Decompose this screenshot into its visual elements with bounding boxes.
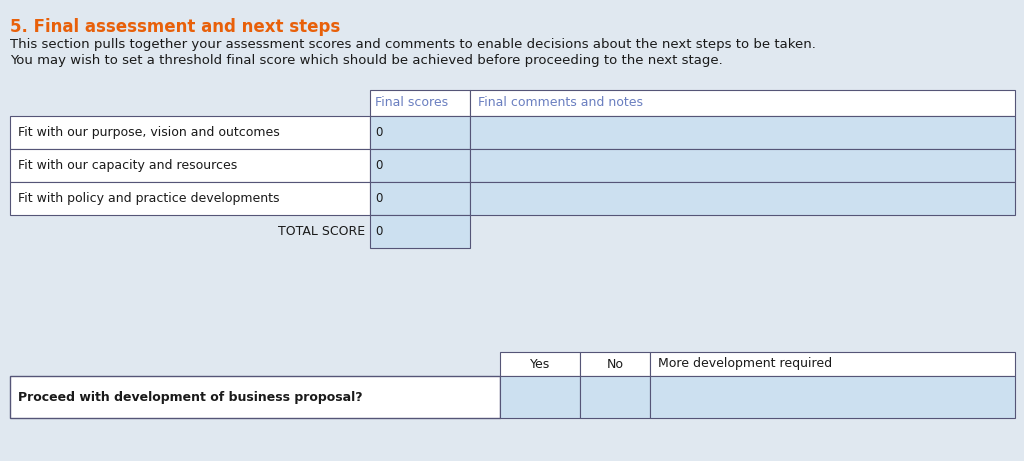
Text: No: No <box>606 357 624 371</box>
Bar <box>470 116 1015 149</box>
Bar <box>370 182 470 215</box>
Text: Final comments and notes: Final comments and notes <box>478 96 643 110</box>
Text: Fit with our capacity and resources: Fit with our capacity and resources <box>18 159 238 172</box>
Text: More development required: More development required <box>658 357 833 371</box>
Bar <box>370 215 470 248</box>
Bar <box>10 376 500 418</box>
Bar <box>10 116 370 149</box>
Bar <box>370 90 470 116</box>
Text: Yes: Yes <box>529 357 550 371</box>
Bar <box>370 116 470 149</box>
Text: 5. Final assessment and next steps: 5. Final assessment and next steps <box>10 18 340 36</box>
Bar <box>470 149 1015 182</box>
Text: You may wish to set a threshold final score which should be achieved before proc: You may wish to set a threshold final sc… <box>10 54 723 67</box>
Text: 0: 0 <box>375 192 382 205</box>
Bar <box>500 376 580 418</box>
Text: 0: 0 <box>375 159 382 172</box>
Text: Fit with our purpose, vision and outcomes: Fit with our purpose, vision and outcome… <box>18 126 280 139</box>
Text: TOTAL SCORE: TOTAL SCORE <box>278 225 365 238</box>
Text: This section pulls together your assessment scores and comments to enable decisi: This section pulls together your assessm… <box>10 38 816 51</box>
Bar <box>650 352 1015 376</box>
Bar <box>10 182 370 215</box>
Bar <box>580 352 650 376</box>
Bar <box>500 352 580 376</box>
Bar <box>10 149 370 182</box>
Text: 0: 0 <box>375 126 382 139</box>
Text: 0: 0 <box>375 225 382 238</box>
Bar <box>580 376 650 418</box>
Bar <box>470 90 1015 116</box>
Text: Proceed with development of business proposal?: Proceed with development of business pro… <box>18 390 362 403</box>
Bar <box>370 149 470 182</box>
Bar <box>650 376 1015 418</box>
Text: Fit with policy and practice developments: Fit with policy and practice development… <box>18 192 280 205</box>
Text: Final scores: Final scores <box>375 96 449 110</box>
Bar <box>470 182 1015 215</box>
